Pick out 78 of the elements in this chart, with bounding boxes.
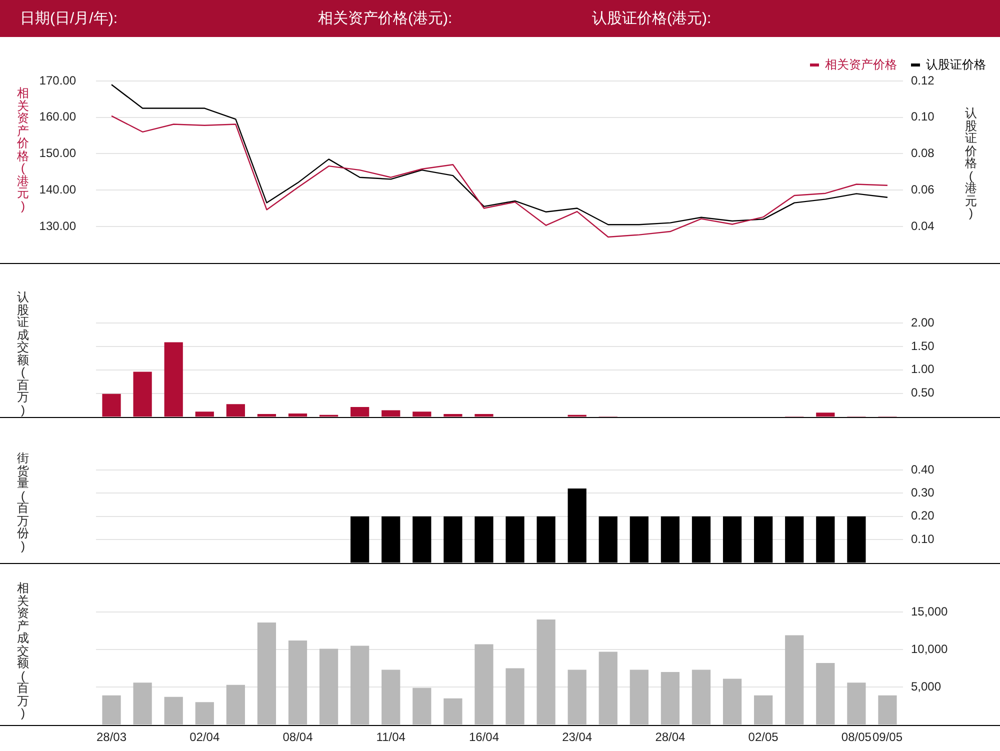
y-tick-label: 1.50 xyxy=(911,338,935,353)
bar xyxy=(133,372,152,417)
bar xyxy=(444,698,462,725)
bar xyxy=(257,622,276,725)
x-tick-label: 16/04 xyxy=(468,730,500,744)
x-tick-label: 09/05 xyxy=(872,730,903,744)
y-tick-label: 2.00 xyxy=(911,315,935,330)
x-tick-label: 08/05 xyxy=(841,730,872,744)
bar xyxy=(164,342,183,417)
y-tick-label: 5,000 xyxy=(911,679,942,694)
text: 认股证成交额(百万) xyxy=(17,290,29,416)
x-tick-label: 11/04 xyxy=(376,730,406,744)
bar xyxy=(816,412,835,417)
bar xyxy=(630,670,648,725)
bar xyxy=(195,702,214,725)
text: 认股证价格(港元): xyxy=(592,9,712,28)
bar xyxy=(412,412,432,417)
bar xyxy=(382,670,400,725)
y-tick-label: 130.00 xyxy=(39,218,76,233)
y-tick-label: 10,000 xyxy=(911,642,948,656)
x-tick-label: 02/04 xyxy=(190,730,220,744)
y2-tick-label: 0.04 xyxy=(911,218,935,233)
y-tick-label: 0.40 xyxy=(911,462,935,476)
bar xyxy=(164,696,183,725)
bar xyxy=(412,688,432,725)
bar xyxy=(133,682,152,725)
bar xyxy=(474,414,494,417)
bar xyxy=(102,394,121,417)
bar xyxy=(536,620,556,725)
bar xyxy=(288,414,308,417)
bar xyxy=(660,672,680,725)
bar xyxy=(382,410,400,417)
y-tick-label: 0.20 xyxy=(911,508,935,523)
bar xyxy=(506,668,524,725)
bar xyxy=(102,695,121,725)
y2-tick-label: 0.08 xyxy=(911,146,935,160)
y-tick-label: 140.00 xyxy=(39,182,76,196)
y-tick-label: 1.00 xyxy=(911,362,935,376)
bar xyxy=(226,404,245,417)
x-tick-label: 02/05 xyxy=(748,730,779,744)
y2-tick-label: 0.06 xyxy=(911,182,935,196)
text: 相关资产价格(港元) xyxy=(17,86,29,212)
y-tick-label: 170.00 xyxy=(39,73,76,88)
bar xyxy=(598,652,618,725)
text: 日期(日/月/年): xyxy=(20,9,118,28)
y-tick-label: 0.50 xyxy=(911,386,935,400)
bar xyxy=(816,663,835,725)
bar xyxy=(226,684,245,725)
bar xyxy=(195,412,214,417)
bar xyxy=(350,406,370,417)
text: 认股证价格(港元) xyxy=(965,106,977,220)
bar xyxy=(692,670,711,725)
y-axis-title: 街货量(百万份) xyxy=(16,451,30,552)
x-tick-label: 23/04 xyxy=(562,730,592,744)
bar xyxy=(444,414,462,417)
y-tick-label: 0.30 xyxy=(911,486,935,500)
bar xyxy=(754,695,773,725)
y-tick-label: 0.10 xyxy=(911,532,935,546)
x-tick-label: 08/04 xyxy=(282,730,314,744)
x-tick-label: 28/03 xyxy=(96,730,127,744)
bar xyxy=(878,695,897,725)
text: 相关资产价格(港元): xyxy=(318,9,452,28)
bar xyxy=(350,646,370,725)
bar xyxy=(568,670,586,725)
bar xyxy=(722,678,742,725)
y2-tick-label: 0.12 xyxy=(911,73,935,88)
bar xyxy=(474,644,494,725)
bar xyxy=(847,682,866,725)
x-tick-label: 28/04 xyxy=(655,730,686,744)
bar xyxy=(785,635,804,725)
text: 相关资产成交额(百万) xyxy=(17,581,29,720)
y-tick-label: 15,000 xyxy=(911,604,948,618)
legend-label: 认股证价格 xyxy=(926,57,986,72)
legend-label: 相关资产价格 xyxy=(825,57,897,72)
y-tick-label: 160.00 xyxy=(39,110,76,124)
bar xyxy=(319,648,338,725)
y-tick-label: 150.00 xyxy=(39,146,76,160)
bar xyxy=(288,640,308,725)
